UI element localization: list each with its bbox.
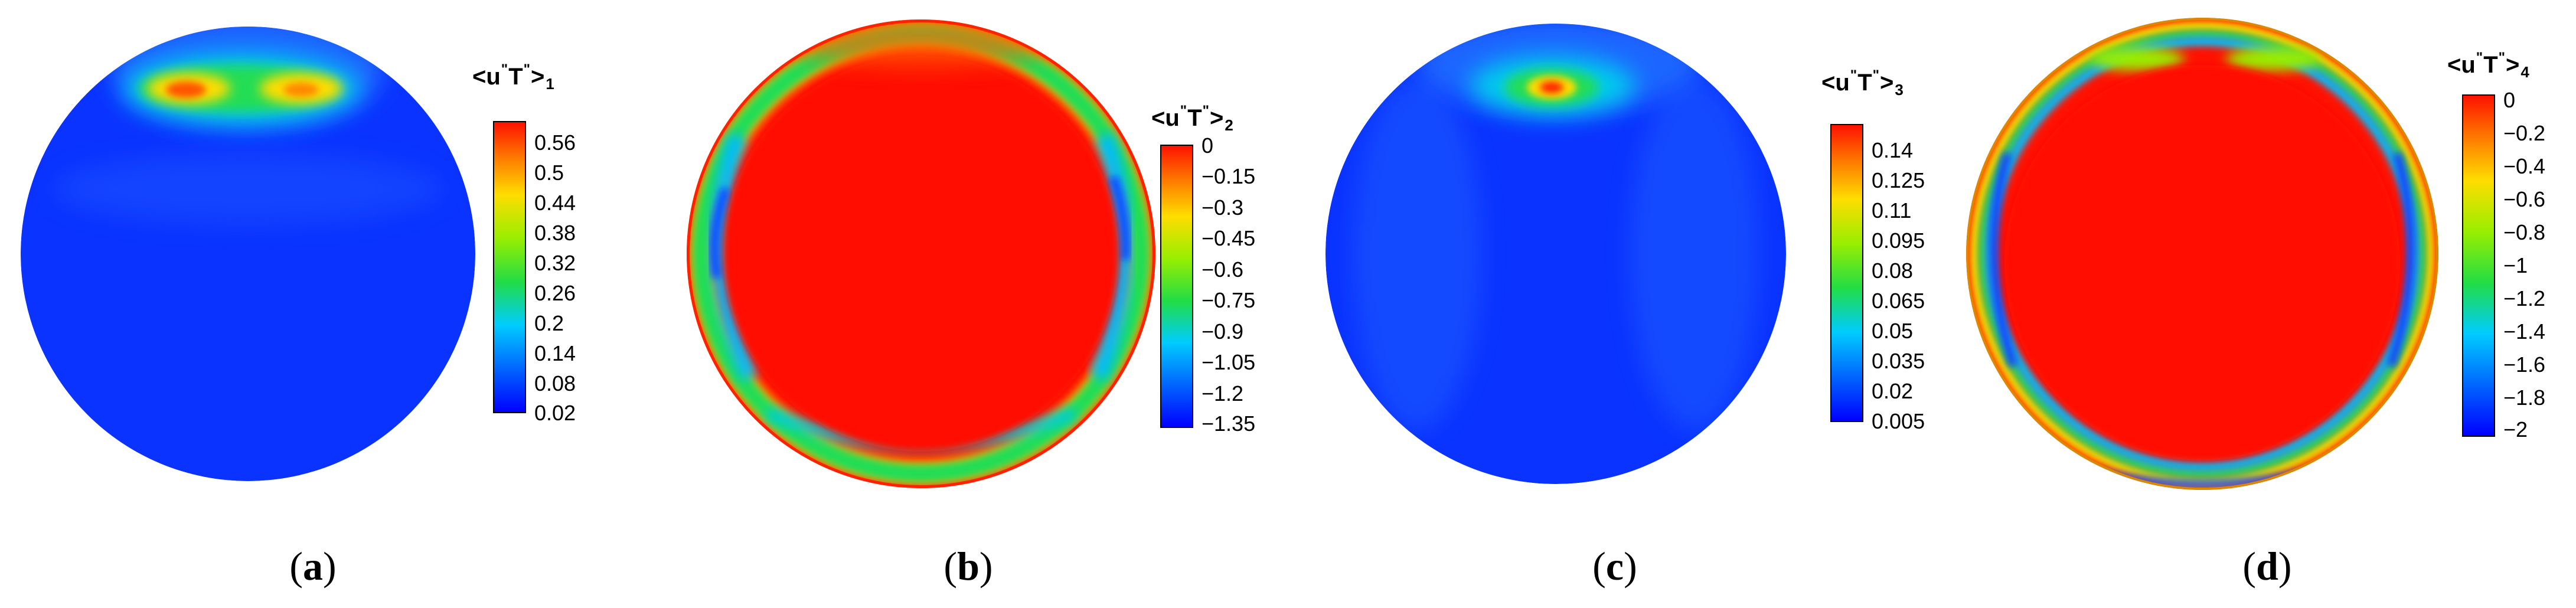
- tick-label: 0.32: [534, 251, 576, 275]
- tick-label: 0.02: [534, 401, 576, 425]
- colorbar-a: [493, 121, 526, 413]
- tick-label: 0: [1202, 133, 1214, 158]
- tick-label: 0.26: [534, 281, 576, 305]
- tick-label: −0.75: [1202, 288, 1256, 312]
- tick-label: 0.2: [534, 311, 564, 335]
- colorbar-title-b: <u"T">2: [1151, 103, 1233, 134]
- tick-label: −0.6: [2503, 187, 2546, 211]
- colorbar-b: [1160, 145, 1193, 428]
- tick-label: −0.9: [1202, 319, 1244, 344]
- tick-label: 0.11: [1872, 198, 1912, 223]
- tick-label: 0.14: [534, 341, 576, 365]
- tick-label: −0.8: [2503, 220, 2546, 244]
- tick-label: 0.065: [1872, 289, 1925, 313]
- tick-label: −1: [2503, 253, 2528, 277]
- tick-label: 0.125: [1872, 168, 1925, 192]
- tick-label: −0.15: [1202, 164, 1256, 188]
- tick-label: −0.45: [1202, 226, 1256, 250]
- tick-label: 0.56: [534, 130, 576, 155]
- tick-label: 0.095: [1872, 228, 1925, 253]
- colorbar-c: [1830, 124, 1863, 422]
- contour-disc-c: [1325, 24, 1786, 484]
- tick-label: 0.08: [1872, 259, 1914, 283]
- tick-label: −1.4: [2503, 319, 2546, 344]
- caption-d: (d): [2242, 544, 2292, 589]
- caption-b: (b): [943, 544, 993, 589]
- contour-disc-d: [1966, 18, 2438, 490]
- tick-label: −1.2: [2503, 286, 2546, 310]
- tick-label: −2: [2503, 417, 2528, 442]
- colorbar-title-a: <u"T">1: [472, 61, 554, 93]
- tick-label: 0.08: [534, 371, 576, 395]
- colorbar-title-c: <u"T">3: [1821, 67, 1904, 99]
- tick-label: −1.6: [2503, 352, 2546, 377]
- tick-label: 0.035: [1872, 349, 1925, 373]
- tick-label: 0.005: [1872, 409, 1925, 433]
- tick-label: 0.5: [534, 161, 564, 185]
- contour-disc-a: [21, 27, 475, 481]
- colorbar-title-d: <u"T">4: [2447, 50, 2529, 81]
- tick-label: 0.02: [1872, 379, 1914, 403]
- tick-label: −1.2: [1202, 381, 1244, 406]
- caption-a: (a): [289, 544, 337, 589]
- tick-label: 0.44: [534, 191, 576, 215]
- tick-label: −0.3: [1202, 195, 1244, 220]
- contour-disc-b: [687, 19, 1155, 488]
- tick-label: 0: [2503, 88, 2516, 112]
- tick-label: −1.35: [1202, 411, 1256, 436]
- tick-label: −0.2: [2503, 121, 2546, 145]
- tick-label: −0.4: [2503, 154, 2546, 178]
- tick-label: −1.05: [1202, 350, 1256, 374]
- caption-c: (c): [1592, 544, 1637, 589]
- tick-label: 0.14: [1872, 138, 1914, 162]
- tick-label: 0.38: [534, 221, 576, 245]
- colorbar-d: [2462, 94, 2495, 437]
- tick-label: −1.8: [2503, 385, 2546, 410]
- tick-label: 0.05: [1872, 319, 1914, 343]
- tick-label: −0.6: [1202, 257, 1244, 282]
